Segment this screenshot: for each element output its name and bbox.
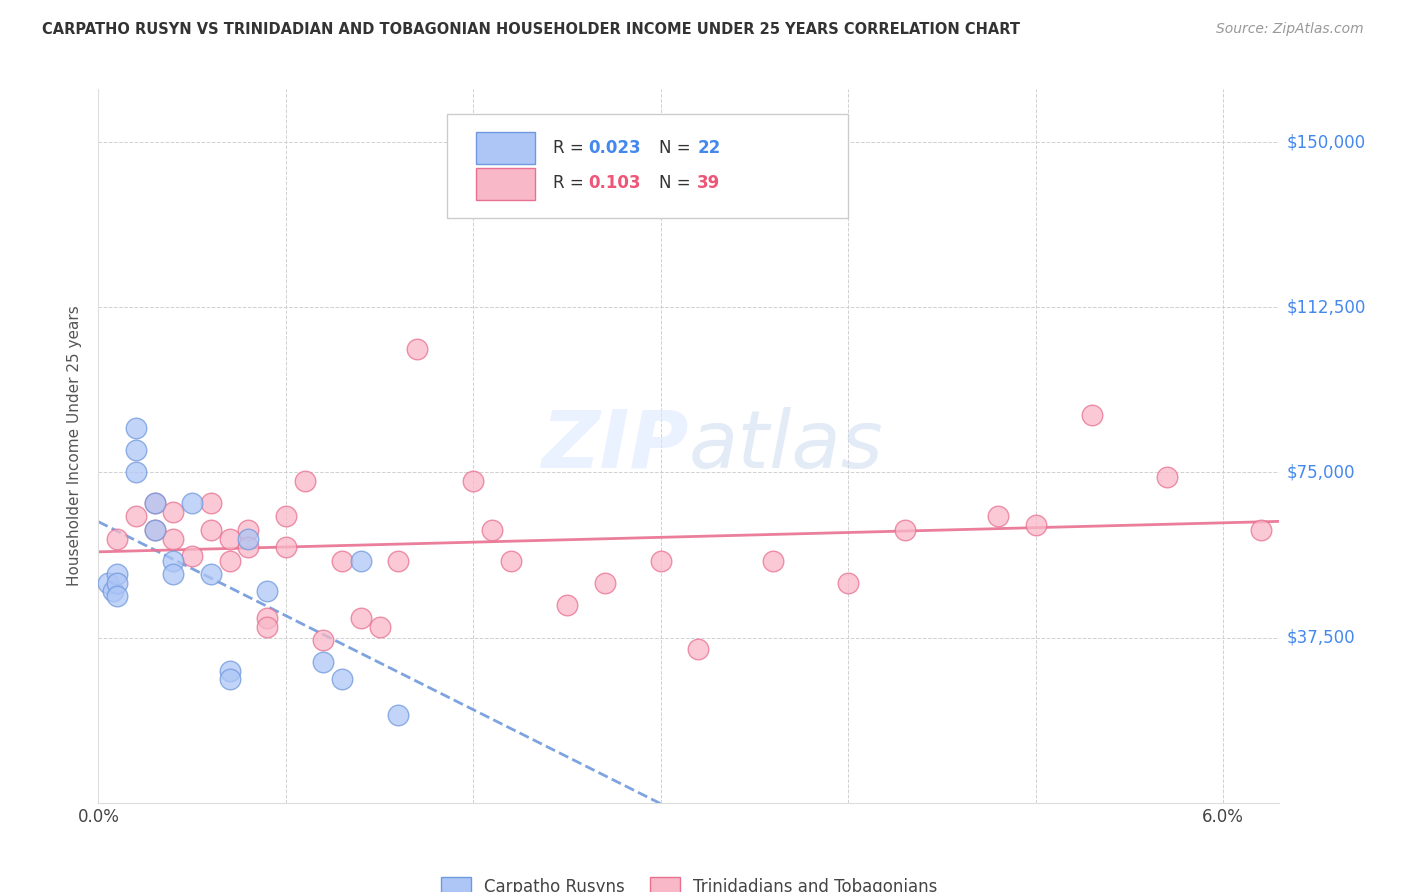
Point — [350, 553, 373, 567]
Text: 0.023: 0.023 — [589, 139, 641, 157]
Point — [125, 509, 148, 524]
Text: 39: 39 — [697, 175, 720, 193]
Point — [125, 466, 148, 480]
Point — [143, 523, 166, 537]
Point — [200, 523, 222, 537]
Point — [762, 553, 785, 567]
Point — [688, 641, 710, 656]
Text: R =: R = — [553, 139, 589, 157]
Point — [162, 505, 184, 519]
Point — [274, 509, 297, 524]
Point — [463, 475, 485, 489]
Text: $75,000: $75,000 — [1286, 464, 1355, 482]
Point — [1081, 408, 1104, 422]
Point — [181, 549, 204, 563]
Point — [238, 532, 260, 546]
Point — [200, 496, 222, 510]
Point — [256, 611, 278, 625]
Legend: Carpatho Rusyns, Trinidadians and Tobagonians: Carpatho Rusyns, Trinidadians and Tobago… — [432, 868, 946, 892]
Point — [256, 584, 278, 599]
Point — [125, 443, 148, 458]
Point — [1156, 470, 1178, 484]
Text: N =: N = — [659, 139, 696, 157]
Point — [200, 566, 222, 581]
Point — [162, 532, 184, 546]
Point — [143, 496, 166, 510]
Point — [105, 532, 128, 546]
Point — [105, 566, 128, 581]
Point — [256, 619, 278, 633]
Point — [987, 509, 1010, 524]
Point — [593, 575, 616, 590]
Point — [218, 553, 240, 567]
Point — [837, 575, 859, 590]
Text: $37,500: $37,500 — [1286, 629, 1355, 647]
Text: R =: R = — [553, 175, 589, 193]
Point — [330, 553, 353, 567]
Text: 0.103: 0.103 — [589, 175, 641, 193]
Point — [350, 611, 373, 625]
Point — [387, 707, 409, 722]
Point — [143, 523, 166, 537]
Point — [162, 566, 184, 581]
Point — [162, 553, 184, 567]
Point — [499, 553, 522, 567]
Point — [143, 496, 166, 510]
Point — [650, 553, 672, 567]
Point — [387, 553, 409, 567]
Point — [1250, 523, 1272, 537]
Point — [1025, 518, 1047, 533]
FancyBboxPatch shape — [477, 132, 536, 164]
Point — [274, 541, 297, 555]
Text: atlas: atlas — [689, 407, 884, 485]
Text: $150,000: $150,000 — [1286, 133, 1365, 151]
Point — [218, 532, 240, 546]
Point — [125, 421, 148, 435]
FancyBboxPatch shape — [447, 114, 848, 218]
Text: 22: 22 — [697, 139, 720, 157]
Point — [481, 523, 503, 537]
Text: $112,500: $112,500 — [1286, 298, 1365, 317]
Point — [238, 541, 260, 555]
Point — [218, 664, 240, 678]
Point — [406, 342, 429, 356]
Point — [181, 496, 204, 510]
Point — [893, 523, 915, 537]
Text: N =: N = — [659, 175, 696, 193]
Point — [105, 575, 128, 590]
Point — [294, 475, 316, 489]
Point — [312, 632, 335, 647]
Point — [368, 619, 391, 633]
Text: ZIP: ZIP — [541, 407, 689, 485]
FancyBboxPatch shape — [477, 168, 536, 200]
Point — [105, 589, 128, 603]
Point — [312, 655, 335, 669]
Point — [97, 575, 120, 590]
Point — [555, 598, 578, 612]
Text: Source: ZipAtlas.com: Source: ZipAtlas.com — [1216, 22, 1364, 37]
Point — [330, 673, 353, 687]
Point — [103, 584, 125, 599]
Text: CARPATHO RUSYN VS TRINIDADIAN AND TOBAGONIAN HOUSEHOLDER INCOME UNDER 25 YEARS C: CARPATHO RUSYN VS TRINIDADIAN AND TOBAGO… — [42, 22, 1021, 37]
Point — [238, 523, 260, 537]
Point — [218, 673, 240, 687]
Y-axis label: Householder Income Under 25 years: Householder Income Under 25 years — [67, 306, 83, 586]
